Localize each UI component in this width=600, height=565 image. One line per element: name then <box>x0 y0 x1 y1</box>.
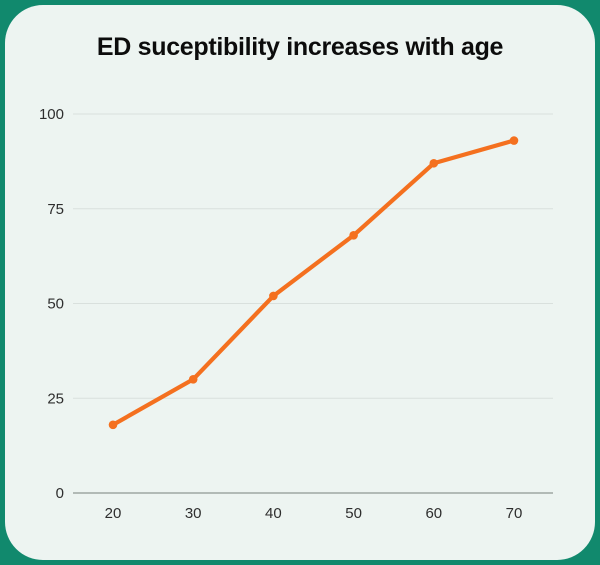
data-line <box>110 138 517 427</box>
chart-title: ED suceptibility increases with age <box>96 33 504 61</box>
y-tick-label: 50 <box>47 296 64 313</box>
data-point <box>108 420 118 430</box>
x-tick-label: 60 <box>425 505 442 522</box>
chart-card <box>5 5 595 560</box>
data-point <box>269 291 278 301</box>
x-tick-label: 30 <box>185 505 202 522</box>
data-point <box>349 230 358 240</box>
data-point <box>509 136 519 145</box>
x-tick-label: 20 <box>105 505 122 522</box>
x-tick-label: 70 <box>506 505 523 522</box>
x-tick-label: 40 <box>265 505 282 522</box>
y-tick-label: 0 <box>56 485 64 502</box>
data-point <box>188 375 198 384</box>
y-tick-label: 100 <box>39 106 64 123</box>
y-tick-label: 25 <box>47 390 64 407</box>
x-tick-label: 50 <box>345 505 362 522</box>
data-point <box>429 158 439 168</box>
y-tick-label: 75 <box>47 201 64 218</box>
